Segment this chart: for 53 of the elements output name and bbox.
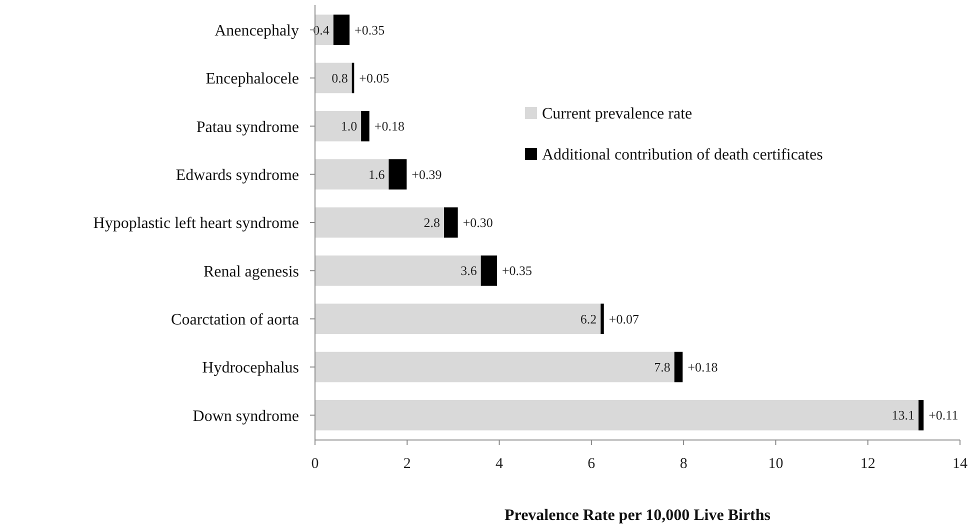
bar xyxy=(315,62,352,94)
data-label: 1.6 xyxy=(368,166,386,182)
data-label: +0.39 xyxy=(412,166,442,182)
x-tick-label: 10 xyxy=(768,456,784,472)
bar xyxy=(315,400,919,430)
legend-label: Current prevalence rate xyxy=(542,106,692,123)
x-tick-label: 0 xyxy=(311,456,319,472)
x-axis-title: Prevalence Rate per 10,000 Live Births xyxy=(504,507,771,524)
x-tick-label: 12 xyxy=(860,456,876,472)
y-tick-label: Anencephaly xyxy=(214,22,299,40)
bar xyxy=(918,400,924,430)
data-label: +0.35 xyxy=(354,22,385,38)
bar xyxy=(388,159,407,190)
data-label: 6.2 xyxy=(580,311,597,326)
data-label: +0.18 xyxy=(688,360,718,375)
data-label: +0.35 xyxy=(502,263,532,278)
bar xyxy=(480,256,497,286)
x-tick-label: 2 xyxy=(403,456,411,472)
data-label: +0.07 xyxy=(608,311,640,326)
data-label: 7.8 xyxy=(654,360,670,375)
x-tick-label: 14 xyxy=(952,456,968,472)
bar xyxy=(600,304,604,334)
data-label: 2.8 xyxy=(424,215,440,230)
bar xyxy=(315,110,362,142)
data-label: 13.1 xyxy=(892,408,915,423)
x-tick-label: 8 xyxy=(680,456,688,472)
bar xyxy=(674,352,683,382)
x-tick-label: 6 xyxy=(588,456,596,472)
y-tick-label: Coarctation of aorta xyxy=(171,311,299,328)
bar xyxy=(315,256,481,286)
bar xyxy=(315,159,389,190)
bar xyxy=(333,14,350,45)
y-tick-label: Down syndrome xyxy=(192,408,299,425)
data-label: +0.30 xyxy=(462,215,493,230)
y-tick-label: Encephalocele xyxy=(206,70,299,88)
y-tick-label: Renal agenesis xyxy=(203,263,299,280)
data-label: 1.0 xyxy=(340,118,358,134)
y-tick-label: Hypoplastic left heart syndrome xyxy=(93,215,299,232)
data-label: +0.11 xyxy=(928,408,958,423)
bar xyxy=(315,304,601,334)
data-label: +0.05 xyxy=(359,70,390,86)
bar xyxy=(315,207,444,238)
data-label: +0.18 xyxy=(374,118,404,134)
y-tick-label: Hydrocephalus xyxy=(202,360,299,377)
data-label: 3.6 xyxy=(460,263,478,278)
legend-label: Additional contribution of death certificates xyxy=(542,146,823,164)
y-tick-label: Edwards syndrome xyxy=(176,166,299,184)
bar xyxy=(315,352,674,382)
y-tick-label: Patau syndrome xyxy=(196,118,299,136)
bar xyxy=(444,207,458,238)
x-tick-label: 4 xyxy=(496,456,504,472)
bar xyxy=(361,110,370,142)
data-label: 0.8 xyxy=(332,70,348,86)
